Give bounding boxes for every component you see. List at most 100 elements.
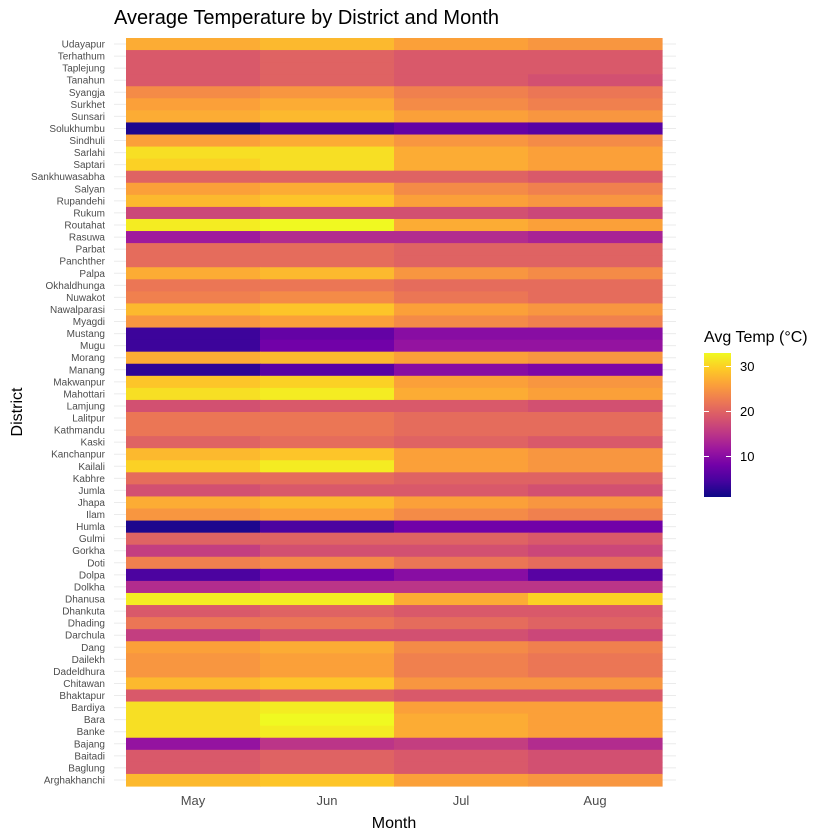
heatmap-cell: [126, 339, 261, 353]
heatmap-cell: [528, 725, 663, 739]
y-tick-label: Rupandehi: [57, 196, 105, 207]
heatmap-cell: [528, 315, 663, 329]
y-tick-label: Kanchanpur: [51, 450, 106, 461]
heatmap-cell: [260, 568, 395, 582]
y-tick-label: Sarlahi: [74, 148, 105, 159]
heatmap-cell: [528, 158, 663, 172]
heatmap-cell: [260, 725, 395, 739]
heatmap-cell: [260, 580, 395, 594]
heatmap-cell: [126, 412, 261, 425]
heatmap-cell: [394, 134, 529, 148]
y-tick-label: Tanahun: [67, 76, 105, 87]
heatmap-cell: [260, 508, 395, 522]
heatmap-cell: [126, 436, 261, 449]
heatmap-cell: [126, 532, 261, 546]
heatmap-cell: [528, 701, 663, 715]
heatmap-cell: [528, 544, 663, 558]
heatmap-cell: [394, 532, 529, 546]
heatmap-cell: [528, 677, 663, 691]
heatmap-cell: [126, 701, 261, 715]
heatmap-cell: [260, 749, 395, 763]
heatmap-cell: [394, 629, 529, 642]
heatmap-cell: [260, 761, 395, 775]
heatmap-cell: [394, 761, 529, 775]
heatmap-cell: [126, 737, 261, 751]
y-tick-label: Dadeldhura: [53, 667, 105, 678]
heatmap-cell: [528, 689, 663, 703]
heatmap-cell: [260, 279, 395, 292]
heatmap-cell: [394, 484, 529, 498]
x-tick-label: Aug: [583, 793, 606, 808]
heatmap-cell: [126, 182, 261, 196]
heatmap-cell: [260, 484, 395, 498]
heatmap-cell: [528, 617, 663, 630]
heatmap-cell: [260, 520, 395, 534]
heatmap-cell: [528, 496, 663, 510]
heatmap-cell: [394, 641, 529, 654]
y-tick-label: Dang: [81, 643, 105, 654]
y-tick-label: Saptari: [73, 160, 105, 171]
y-tick-label: Dolpa: [79, 570, 106, 581]
heatmap-cell: [260, 701, 395, 715]
y-tick-label: Nawalparasi: [50, 305, 105, 316]
heatmap-cell: [394, 568, 529, 582]
heatmap-cell: [126, 665, 261, 679]
heatmap-cell: [126, 472, 261, 485]
y-tick-label: Jhapa: [78, 498, 106, 509]
heatmap-cell: [394, 520, 529, 534]
heatmap-cell: [394, 617, 529, 630]
heatmap-cell: [528, 532, 663, 546]
heatmap-cell: [260, 315, 395, 329]
heatmap-cell: [260, 146, 395, 160]
heatmap-cell: [394, 773, 529, 787]
y-tick-label: Chitawan: [63, 679, 105, 690]
heatmap-cell: [260, 74, 395, 87]
heatmap-cell: [126, 158, 261, 172]
heatmap-cell: [394, 363, 529, 377]
y-tick-label: Arghakhanchi: [44, 775, 105, 786]
heatmap-cell: [126, 146, 261, 160]
heatmap-cell: [126, 375, 261, 389]
heatmap-cell: [528, 303, 663, 317]
heatmap-cell: [260, 665, 395, 679]
x-axis-title: Month: [372, 815, 416, 832]
heatmap-cell: [394, 218, 529, 232]
heatmap-cell: [260, 592, 395, 606]
heatmap-cell: [260, 86, 395, 99]
heatmap-cell: [528, 327, 663, 341]
heatmap-cell: [394, 399, 529, 413]
heatmap-cell: [528, 218, 663, 232]
heatmap-cell: [126, 218, 261, 232]
heatmap-cell: [260, 737, 395, 751]
y-tick-label: Nuwakot: [66, 293, 105, 304]
y-tick-label: Dhading: [68, 619, 105, 630]
chart-title: Average Temperature by District and Mont…: [114, 7, 499, 29]
heatmap-cell: [528, 520, 663, 534]
heatmap-cell: [528, 508, 663, 522]
heatmap-cell: [260, 556, 395, 570]
y-tick-label: Kathmandu: [54, 426, 105, 437]
heatmap-cell: [260, 544, 395, 558]
heatmap-cell: [528, 580, 663, 594]
heatmap-cell: [126, 544, 261, 558]
heatmap-cell: [260, 375, 395, 389]
heatmap-cell: [394, 62, 529, 75]
heatmap-cell: [394, 146, 529, 160]
heatmap-cell: [528, 351, 663, 365]
heatmap-cell: [394, 605, 529, 618]
heatmap-cell: [260, 448, 395, 461]
heatmap-cell: [394, 436, 529, 449]
heatmap-cell: [260, 641, 395, 654]
heatmap-cell: [260, 629, 395, 642]
y-tick-label: Lamjung: [67, 401, 105, 412]
y-tick-label: Sunsari: [71, 112, 105, 123]
heatmap-cell: [126, 689, 261, 703]
heatmap-cell: [394, 737, 529, 751]
heatmap-cell: [394, 255, 529, 268]
heatmap-cell: [528, 291, 663, 305]
heatmap-cell: [528, 98, 663, 111]
heatmap-cell: [528, 38, 663, 51]
heatmap-cell: [126, 629, 261, 642]
heatmap-cell: [528, 713, 663, 727]
